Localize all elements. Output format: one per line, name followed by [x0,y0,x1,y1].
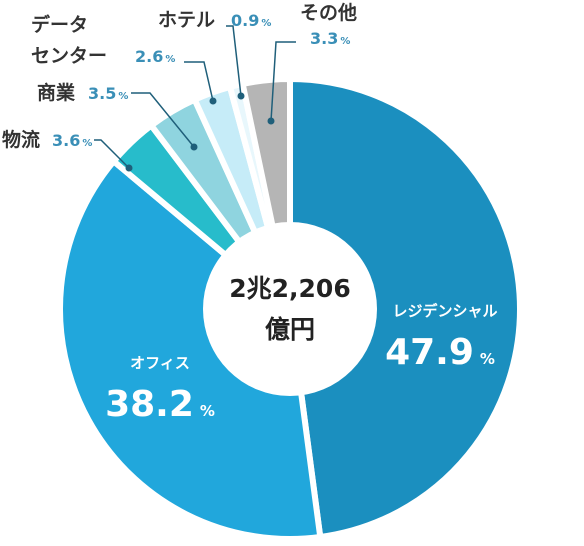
slice-0-wedge [287,75,523,541]
slice-2-label: 物流 [2,128,40,151]
slice-2-value: 3.6% [52,131,92,150]
slice-4-leader-dot [209,97,217,105]
slice-3-leader-dot [190,143,198,151]
slice-labels: レジデンシャル 47.9 % オフィス 38.2 % 物流 3.6 % 商業 3.5 % データセンター… [2,1,498,425]
slice-1-wedge [57,157,324,542]
slice-5-leader-dot [237,92,245,100]
slice-6-label: その他 [300,1,357,24]
slice-1-value: 38.2% [105,384,215,425]
slice-4-leader-line [184,61,214,102]
slice-4-label-line-1: データ [31,13,88,36]
slice-4-value: 2.6% [135,47,175,66]
slice-2-leader-line [94,139,130,169]
center-total-line2: 億円 [265,315,315,344]
slice-6-value: 3.3% [310,29,350,48]
slice-6-leader-dot [267,117,275,125]
slice-3-value: 3.5% [88,84,128,103]
slice-3-label: 商業 [37,81,76,104]
pie-slices [57,75,523,542]
slice-5-label: ホテル [158,9,215,31]
leader-lines [94,25,296,172]
slice-0-label: レジデンシャル [392,302,497,320]
center-hole [203,222,377,396]
slice-2-leader-dot [125,164,133,172]
slice-0-value: 47.9% [385,332,495,373]
slice-4-label-line-2: センター [31,45,107,67]
slice-5-value: 0.9% [231,11,271,30]
center-total-line1: 2兆2,206 [229,274,350,303]
slice-1-label: オフィス [130,354,190,372]
slice-6-leader-line [270,41,296,122]
slice-5-leader-line [226,25,242,97]
slice-3-leader-line [131,92,195,148]
